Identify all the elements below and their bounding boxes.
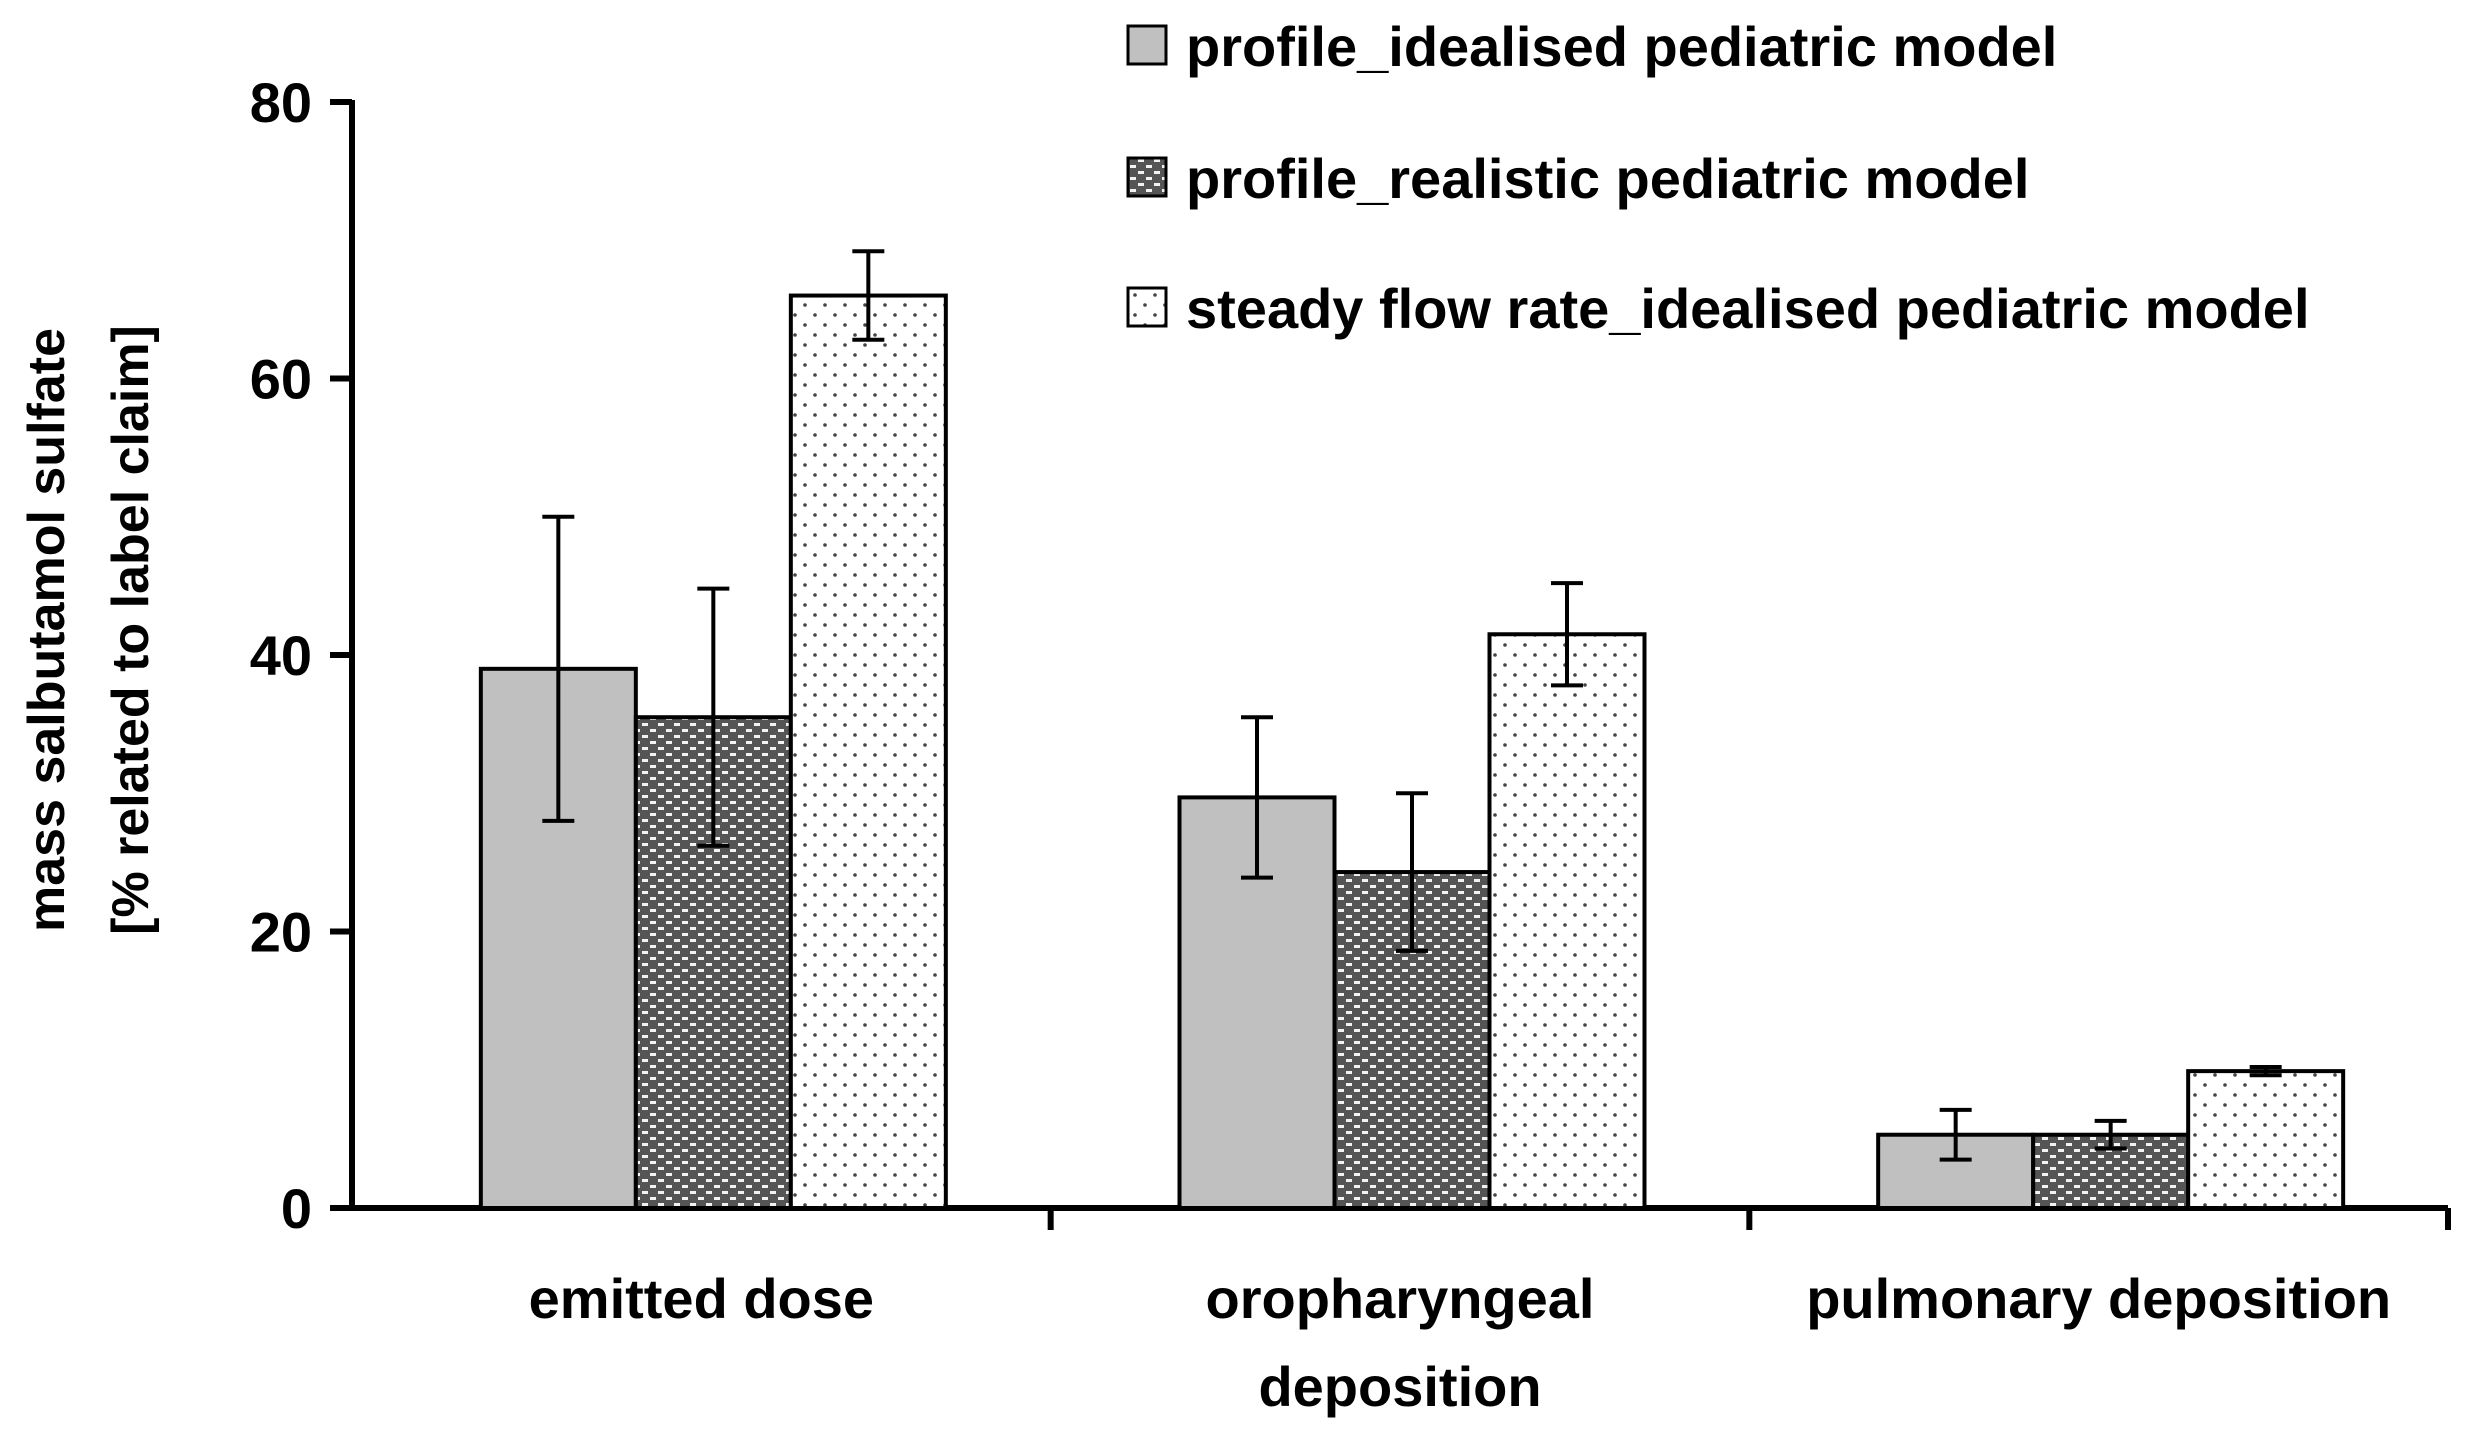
y-tick-label: 20 [250,901,312,964]
y-tick-label: 40 [250,624,312,687]
y-axis-label-line: mass salbutamol sulfate [18,328,76,932]
error-bar [1551,581,1583,688]
legend-label: steady flow rate_idealised pediatric mod… [1186,277,2310,340]
y-tick-label: 0 [281,1177,312,1240]
bar-3-pulmonary-deposition [2186,1069,2346,1210]
bar-3-oropharyngeal-deposition [1487,632,1647,1210]
legend-swatch [1126,156,1168,198]
y-tick-label: 60 [250,348,312,411]
y-axis-label: mass salbutamol sulfate [% related to lab… [18,325,160,935]
legend-swatch [1126,286,1168,328]
legend-label: profile_idealised pediatric model [1186,15,2057,78]
x-category-label: deposition [1258,1355,1541,1418]
error-bar [2094,1118,2127,1151]
legend-item: profile_realistic pediatric model [1126,147,2029,210]
y-axis-label-line: [% related to label claim] [102,325,160,935]
error-bar [1939,1107,1972,1162]
bar-3-emitted-dose [788,293,948,1210]
plot-area: 0 20 40 60 80 emitted dose oropharyngeal deposi… [250,71,2451,1418]
error-bar [2249,1064,2282,1078]
error-bar [1241,715,1273,880]
legend-swatch [1126,24,1168,66]
x-category-label: oropharyngeal [1206,1267,1595,1330]
error-bar [852,249,885,342]
error-bar [1396,791,1428,953]
legend-item: steady flow rate_idealised pediatric mod… [1126,277,2310,340]
x-category-label: pulmonary deposition [1806,1267,2391,1330]
error-bar [697,586,730,848]
y-tick-label: 80 [250,71,312,134]
error-bar [542,514,575,823]
legend-item: profile_idealised pediatric model [1126,15,2057,78]
x-category-label: emitted dose [529,1267,874,1330]
bar-2-emitted-dose [633,715,793,1211]
legend-label: profile_realistic pediatric model [1186,147,2029,210]
legend: profile_idealised pediatric model profile… [1126,15,2310,340]
